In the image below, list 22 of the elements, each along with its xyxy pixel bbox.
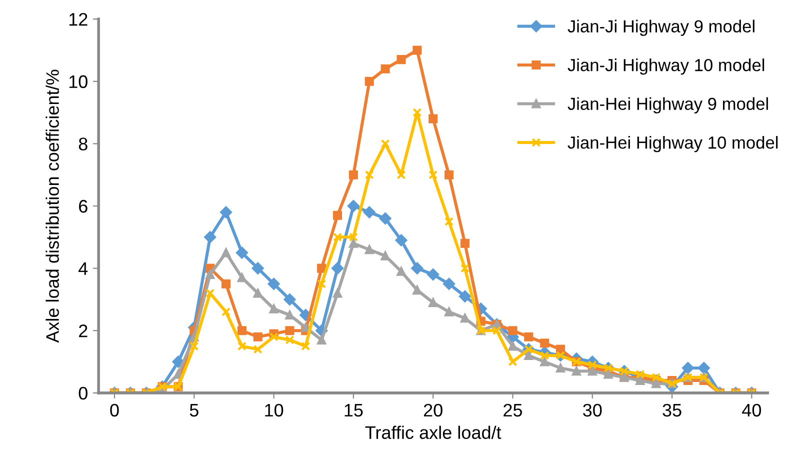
y-axis-title: Axle load distribution coefficient/% (46, 70, 59, 343)
legend-label: Jian-Hei Highway 10 model (568, 136, 778, 152)
y-tick-label: 12 (69, 13, 88, 26)
x-tick-label: 35 (662, 404, 682, 417)
x-tick-label: 10 (265, 404, 284, 417)
x-tick-label: 5 (190, 404, 198, 417)
y-tick-label: 8 (78, 138, 88, 150)
y-tick-label: 10 (69, 75, 88, 88)
y-tick-label: 0 (78, 386, 88, 400)
legend-label: Jian-Ji Highway 10 model (568, 58, 764, 75)
x-tick-label: 25 (504, 404, 522, 417)
x-tick-label: 40 (742, 404, 762, 417)
x-tick-label: 30 (583, 404, 602, 417)
y-tick-label: 4 (78, 262, 88, 275)
x-axis-title: Traffic axle load/t (365, 426, 502, 439)
y-tick-label: 6 (79, 200, 88, 213)
legend-label: Jian-Ji Highway 9 model (568, 20, 754, 36)
x-tick-label: 15 (344, 404, 363, 417)
legend-label: Jian-Hei Highway 9 model (568, 97, 768, 114)
y-tick-label: 2 (79, 324, 88, 338)
x-tick-label: 0 (110, 404, 119, 417)
x-tick-label: 20 (424, 404, 442, 417)
